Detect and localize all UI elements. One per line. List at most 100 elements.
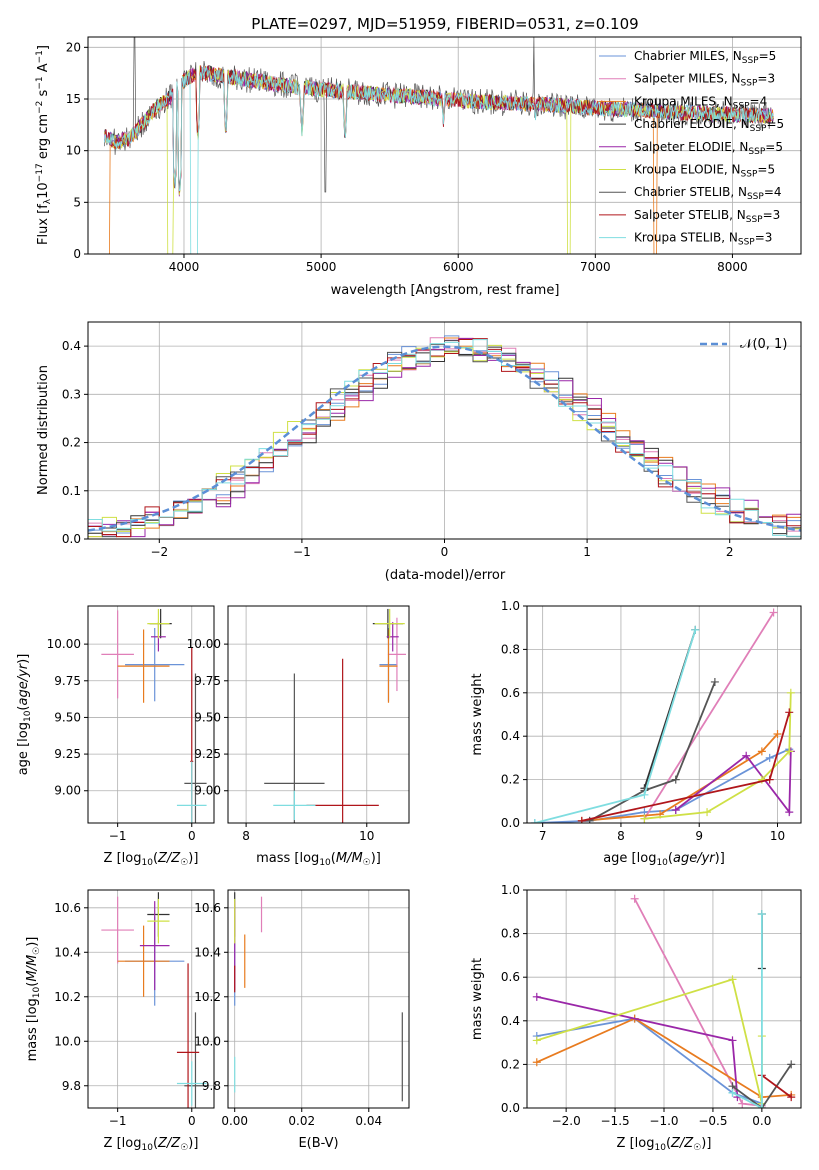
residual-panel-plot-area: [88, 335, 801, 538]
massweight-vs-Z-marker: [787, 1093, 796, 1102]
massweight-vs-Z-marker: [532, 1058, 541, 1067]
massweight-vs-age-marker: [765, 753, 774, 762]
spectrum-panel-ytick-label: 20: [66, 40, 81, 54]
age-vs-Z-panel-xtick-label: 0: [188, 829, 196, 843]
mass-vs-EBV-panel-plot-area: [234, 892, 403, 1102]
mass-vs-EBV-panel-ytick-label: 10.4: [194, 945, 221, 959]
massweight-vs-age-marker: [742, 751, 751, 760]
residual-panel-xtick-label: 2: [726, 545, 734, 559]
massweight-vs-age-series-5: [644, 692, 792, 820]
massweight-vs-Z-series-8: [732, 914, 763, 1108]
massweight-vs-age-series-1: [643, 612, 775, 820]
age-vs-mass-panel: 8 10 9.00 9.25 9.50 9.75 10.00 mass [log10​(M/M…: [187, 605, 410, 868]
massweight-vs-age-marker: [786, 688, 795, 697]
age-vs-mass-panel-xtick-label: 8: [242, 829, 250, 843]
massweight-vs-Z-marker: [738, 1099, 747, 1108]
massweight-vs-age-panel-ytick-label: 1.0: [501, 599, 520, 613]
massweight-vs-age-marker: [530, 819, 539, 823]
massweight-vs-age-marker: [757, 747, 766, 756]
age-vs-mass-panel-plot-area: [264, 608, 406, 823]
mass-vs-Z-panel-frame: [87, 889, 215, 1109]
age-vs-mass-panel-xtick-label: 10: [359, 829, 374, 843]
massweight-vs-age-ylabel: mass weight: [470, 673, 485, 755]
massweight-vs-age-series-4: [675, 751, 792, 815]
massweight-vs-Z-panel: −2.0 −1.5 −1.0 −0.5 0.0 0.0 0.2 0.4 0.6 0.8 1.0 Z […: [470, 883, 802, 1153]
mass-vs-Z-panel: −1 0 9.8 10.0 10.2 10.4 10.6 Z [log10​(Z/Z☉​)] m…: [25, 889, 215, 1153]
residual-ylabel: Normed distribution: [36, 365, 51, 495]
massweight-vs-age-series-8: [534, 629, 697, 823]
residual-panel-frame: [87, 321, 802, 540]
residual-panel-ytick-label: 0.4: [62, 339, 81, 353]
massweight-vs-Z-panel-xtick-label: −1.5: [601, 1114, 630, 1128]
massweight-vs-age-panel: 7 8 9 10 0.0 0.2 0.4 0.6 0.8 1.0 age [log10​(age/y…: [470, 599, 802, 868]
massweight-vs-Z-panel-ytick-label: 0.6: [501, 970, 520, 984]
spectrum-line-4: [104, 64, 774, 197]
massweight-vs-Z-panel-ytick-label: 1.0: [501, 883, 520, 897]
massweight-vs-Z-panel-ytick-label: 0.2: [501, 1057, 520, 1071]
mass-vs-Z-panel-ytick-label: 10.2: [54, 990, 81, 1004]
residual-panel-xtick-label: −2: [150, 545, 168, 559]
mass-vs-EBV-panel-xtick-label: 0.00: [221, 1114, 248, 1128]
massweight-vs-age-marker: [710, 677, 719, 686]
mass-vs-Z-panel-ytick-label: 10.0: [54, 1034, 81, 1048]
massweight-vs-age-panel-plot-area: [530, 608, 795, 823]
spectrum-panel-plot-area: [104, 37, 774, 254]
massweight-vs-Z-series-0: [536, 1017, 763, 1105]
massweight-vs-age-xlabel: age [log10​(age/yr)]: [603, 851, 725, 868]
mass-vs-Z-panel-ytick-label: 10.6: [54, 901, 81, 915]
massweight-vs-age-marker: [671, 805, 680, 814]
age-vs-mass-panel-grid: [228, 606, 409, 823]
residual-panel-xtick-label: −1: [293, 545, 311, 559]
massweight-vs-Z-marker: [532, 1036, 541, 1045]
mass-vs-Z-panel-ytick-label: 10.4: [54, 945, 81, 959]
massweight-vs-age-marker: [703, 808, 712, 817]
mass-vs-EBV-panel-ytick-label: 10.6: [194, 901, 221, 915]
spectrum-panel-xtick-label: 8000: [717, 260, 748, 274]
massweight-vs-age-marker: [691, 625, 700, 634]
legend-entry-2: Kroupa MILES, NSSP​=4: [634, 94, 767, 111]
residual-panel-ytick-label: 0.3: [62, 387, 81, 401]
massweight-vs-Z-marker: [532, 992, 541, 1001]
massweight-vs-Z-series-5: [536, 978, 763, 1104]
mass-vs-Z-panel-xtick-label: −1: [109, 1114, 127, 1128]
legend-entry-5: Kroupa ELODIE, NSSP​=5: [634, 163, 775, 180]
normal-curve: [88, 345, 801, 532]
mass-vs-EBV-panel: 0.00 0.02 0.04 9.8 10.0 10.2 10.4 10.6 E(B-V): [194, 889, 410, 1151]
residual-xlabel: (data-model)/error: [385, 568, 506, 583]
massweight-vs-Z-marker: [728, 975, 737, 984]
legend-entry-7: Salpeter STELIB, NSSP​=3: [634, 208, 780, 225]
legend-entry-1: Salpeter MILES, NSSP​=3: [634, 72, 775, 89]
age-vs-mass-panel-ytick-label: 9.25: [194, 747, 221, 761]
spectrum-line-8: [104, 66, 774, 254]
mass-vs-EBV-xlabel: E(B-V): [298, 1136, 338, 1151]
residual-panel-xtick-label: 1: [583, 545, 591, 559]
spectrum-ylabel: Flux [fλ​10−17​ erg cm−2​ s−1​ A−1​]: [35, 45, 53, 245]
massweight-vs-age-series-6: [589, 681, 716, 822]
age-vs-Z-panel-grid: [88, 606, 214, 823]
massweight-vs-age-marker: [785, 708, 794, 717]
mass-vs-Z-xlabel: Z [log10​(Z/Z☉​)]: [104, 1136, 199, 1153]
legend-entry-3: Chabrier ELODIE, NSSP​=5: [634, 117, 784, 134]
massweight-vs-Z-panel-xtick-label: −2.0: [552, 1114, 581, 1128]
massweight-vs-Z-panel-plot-area: [532, 894, 796, 1108]
residual-panel-ytick-label: 0.2: [62, 436, 81, 450]
mass-vs-EBV-panel-xtick-label: 0.02: [288, 1114, 315, 1128]
mass-vs-EBV-panel-frame: [227, 889, 410, 1109]
age-vs-Z-panel-xtick-label: −1: [109, 829, 127, 843]
massweight-vs-age-panel-ytick-label: 0.6: [501, 686, 520, 700]
massweight-vs-age-panel-xtick-label: 8: [617, 829, 625, 843]
mass-vs-Z-panel-xtick-label: 0: [188, 1114, 196, 1128]
legend-entry-0: Chabrier MILES, NSSP​=5: [634, 49, 776, 66]
legend-entry-6: Chabrier STELIB, NSSP​=4: [634, 185, 782, 202]
massweight-vs-age-panel-ytick-label: 0.2: [501, 773, 520, 787]
age-vs-Z-panel-ytick-label: 9.50: [54, 710, 81, 724]
massweight-vs-age-marker: [769, 608, 778, 617]
massweight-vs-age-marker: [640, 814, 649, 823]
figure-title: PLATE=0297, MJD=51959, FIBERID=0531, z=0…: [251, 15, 638, 33]
age-vs-mass-panel-ytick-label: 9.75: [194, 674, 221, 688]
age-vs-Z-panel-ytick-label: 9.25: [54, 747, 81, 761]
age-vs-mass-panel-ytick-label: 9.00: [194, 784, 221, 798]
massweight-vs-age-panel-xtick-label: 9: [695, 829, 703, 843]
age-vs-mass-panel-ytick-label: 10.00: [187, 637, 221, 651]
